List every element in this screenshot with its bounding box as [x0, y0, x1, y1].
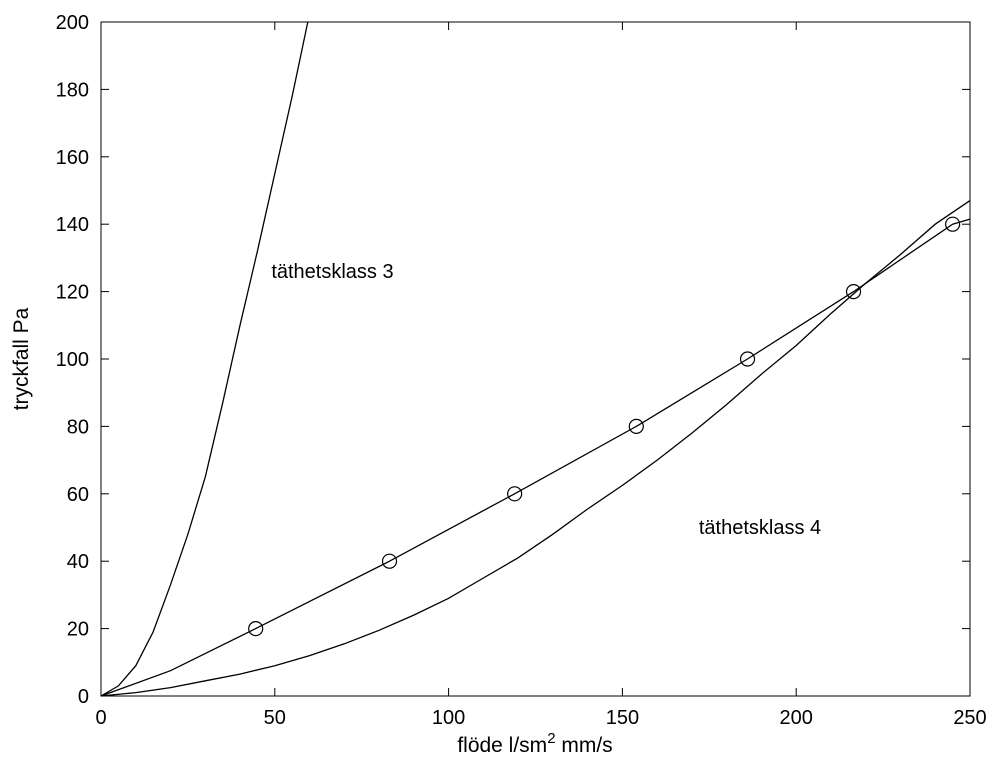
y-tick-label: 120	[56, 282, 89, 304]
x-axis-title: flöde l/sm2 mm/s	[457, 730, 612, 757]
tick-layer: 0 50 100 150 200 250 0 20 40 60 80 100 120 140 160 180 2…	[56, 12, 987, 729]
annotation-class4: täthetsklass 4	[699, 517, 821, 539]
series-line-1	[100, 21, 309, 697]
y-tick-label: 20	[67, 619, 89, 641]
data-point-marker	[507, 486, 523, 502]
y-tick-label: 160	[56, 147, 89, 169]
y-tick-label: 40	[67, 551, 89, 573]
series-line-3	[100, 218, 971, 697]
y-tick-label: 200	[56, 12, 89, 34]
x-tick-label: 200	[780, 707, 813, 729]
x-tick-label: 250	[953, 707, 986, 729]
y-tick-label: 100	[56, 349, 89, 371]
x-tick-label: 0	[95, 707, 106, 729]
data-point-marker	[381, 553, 398, 569]
data-point-marker	[248, 620, 264, 637]
x-tick-label: 50	[264, 707, 286, 729]
data-point-marker	[628, 418, 644, 434]
y-tick-label: 80	[67, 416, 89, 438]
x-axis-title-superscript: 2	[547, 730, 555, 747]
y-axis-title: tryckfall Pa	[10, 307, 33, 410]
data-point-marker	[739, 351, 756, 367]
y-tick-label: 140	[56, 214, 89, 236]
annotation-class3: täthetsklass 3	[271, 261, 393, 283]
data-point-marker	[845, 284, 862, 300]
x-tick-label: 100	[432, 707, 465, 729]
x-axis-title-units: mm/s	[556, 734, 613, 757]
series-layer	[100, 21, 971, 697]
y-tick-label: 180	[56, 79, 89, 101]
x-tick-label: 150	[606, 707, 639, 729]
data-point-marker	[945, 216, 961, 232]
y-tick-label: 60	[67, 484, 89, 506]
marker-layer	[248, 216, 961, 637]
y-tick-label: 0	[78, 686, 89, 708]
x-axis-title-main: flöde l/sm	[457, 734, 547, 757]
series-line-2	[100, 200, 971, 697]
